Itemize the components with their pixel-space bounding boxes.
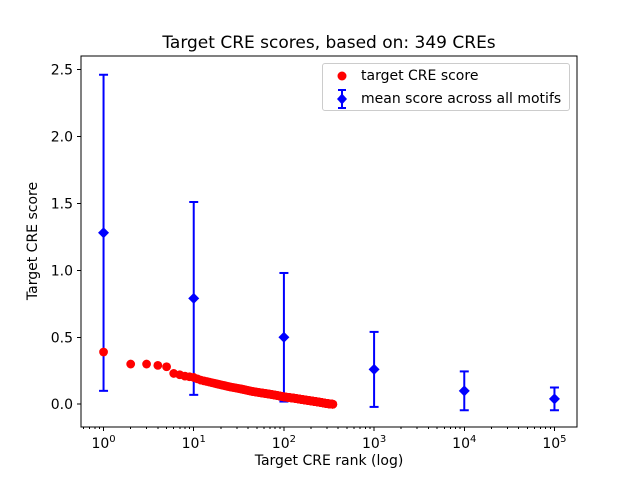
y-axis-label: Target CRE score [25, 181, 41, 301]
x-tick-label: 101 [182, 434, 206, 452]
mean-score-diamond-marker [458, 385, 470, 397]
x-tick-label: 105 [542, 434, 566, 452]
series-target-cre-score-dots [99, 347, 338, 409]
y-tick-label: 2.0 [51, 129, 73, 145]
mean-score-diamond-marker [548, 393, 560, 405]
x-tick-label: 104 [452, 434, 476, 452]
legend-label: target CRE score [361, 67, 479, 84]
mean-score-diamond-marker [278, 331, 290, 343]
blue-diamond-errorbar-icon [323, 88, 361, 110]
y-tick-label: 1.5 [51, 196, 73, 212]
red-circle-icon [323, 70, 361, 82]
y-tick-label: 0.5 [51, 330, 73, 346]
y-axis: 0.0 0.5 1.0 1.5 2.0 2.5 [51, 62, 81, 413]
mean-score-diamond-marker [368, 363, 380, 375]
x-axis: 100 101 102 103 104 105 [83, 427, 567, 452]
x-tick-label: 102 [272, 434, 296, 452]
y-tick-label: 1.0 [51, 263, 73, 279]
legend: target CRE score mean score across all m… [322, 63, 570, 111]
series-mean-score-errorbars [98, 73, 560, 412]
mean-score-diamond-marker [188, 292, 200, 304]
legend-item-target-cre-score: target CRE score [323, 64, 569, 87]
x-axis-label: Target CRE rank (log) [254, 453, 404, 469]
x-tick-label: 100 [91, 434, 115, 452]
axes-spines [80, 55, 578, 428]
chart-title: Target CRE scores, based on: 349 CREs [162, 33, 496, 53]
y-tick-label: 2.5 [51, 62, 73, 78]
mean-score-diamond-marker [98, 227, 110, 239]
x-tick-label: 103 [362, 434, 386, 452]
legend-item-mean-score: mean score across all motifs [323, 87, 569, 110]
y-tick-label: 0.0 [51, 397, 73, 413]
legend-label: mean score across all motifs [361, 90, 562, 107]
